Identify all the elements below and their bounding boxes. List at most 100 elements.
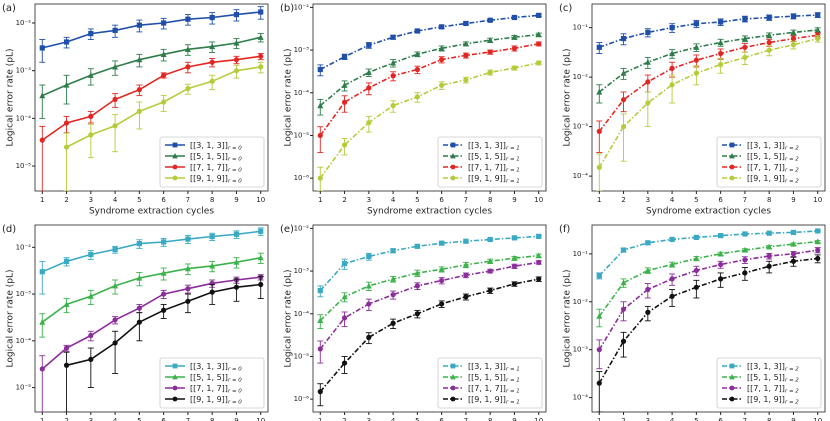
legend-box [437, 357, 543, 409]
plot-frame [34, 224, 269, 413]
legend-box [716, 357, 822, 409]
x-tick-label: 7 [186, 417, 190, 421]
plot-frame [312, 224, 547, 413]
marker [815, 35, 821, 42]
legend-name: [[5, 1, 5]] [190, 152, 228, 161]
y-tick-label: 10⁻⁵ [16, 162, 32, 170]
marker [729, 142, 735, 148]
x-axis-label: Syndrome extraction cycles [646, 207, 771, 217]
legend-subscript: r = 0 [228, 145, 242, 151]
legend-name: [[7, 1, 7]] [468, 384, 506, 393]
legend-label: [[9, 1, 9]]r = 1 [468, 395, 520, 406]
marker [341, 142, 348, 148]
marker [258, 228, 264, 234]
plot-area [596, 12, 821, 191]
marker [87, 72, 94, 78]
series-line [319, 235, 539, 292]
y-tick-label: 10⁻² [573, 298, 589, 306]
marker [511, 65, 518, 71]
plot-frame [34, 3, 269, 192]
legend-label: [[3, 1, 3]]r = 0 [190, 141, 242, 152]
legend-label: [[5, 1, 5]]r = 2 [747, 373, 799, 384]
x-tick-label: 3 [367, 417, 371, 421]
x-tick-label: 3 [646, 417, 650, 421]
x-tick-label: 5 [137, 417, 141, 421]
marker [742, 231, 748, 237]
marker [693, 57, 699, 63]
marker [414, 269, 421, 276]
marker [693, 234, 699, 241]
marker [511, 263, 518, 269]
marker [341, 54, 348, 60]
plot-frame [312, 3, 547, 192]
series-line [41, 36, 261, 97]
marker [463, 77, 469, 83]
x-tick-label: 6 [161, 417, 166, 421]
marker [536, 60, 542, 66]
plot-area [596, 228, 821, 412]
marker [136, 108, 142, 114]
marker [669, 25, 675, 31]
x-tick-label: 2 [64, 196, 68, 204]
plot-area [39, 227, 264, 412]
marker [366, 301, 372, 307]
marker [209, 262, 216, 269]
marker [88, 356, 94, 363]
series-line [598, 240, 818, 317]
series-line [319, 254, 539, 321]
series-line [41, 230, 261, 273]
marker [718, 61, 724, 68]
marker [645, 286, 651, 293]
legend-name: [[5, 1, 5]] [747, 373, 785, 382]
legend-subscript: r = 2 [785, 178, 799, 184]
x-tick-label: 9 [234, 196, 238, 204]
legend-subscript: r = 2 [785, 388, 799, 394]
marker [814, 26, 821, 33]
x-tick-label: 5 [694, 417, 698, 421]
marker [536, 41, 542, 47]
marker [814, 238, 821, 245]
y-tick-label: 10⁻¹ [573, 24, 589, 32]
marker [766, 47, 772, 53]
marker [693, 255, 700, 262]
x-tick-label: 3 [367, 196, 371, 204]
marker [257, 254, 264, 261]
marker [63, 39, 70, 45]
x-tick-label: 5 [694, 196, 698, 204]
legend-label: [[9, 1, 9]]r = 0 [190, 395, 242, 406]
marker [693, 267, 699, 274]
marker [439, 240, 445, 246]
marker [718, 233, 724, 239]
marker [172, 385, 178, 391]
marker [438, 45, 445, 51]
marker [645, 309, 651, 315]
panel-label: (e) [280, 224, 294, 235]
marker [63, 258, 70, 264]
legend-box [437, 136, 543, 188]
y-tick-label: 10⁻⁵ [294, 131, 310, 139]
marker [729, 363, 735, 369]
marker [317, 287, 323, 294]
x-tick-label: 6 [718, 417, 723, 421]
marker [258, 53, 264, 59]
marker [463, 294, 469, 300]
marker [463, 52, 469, 59]
y-tick-label: 10⁻² [16, 243, 32, 251]
marker [185, 64, 191, 70]
legend-label: [[7, 1, 7]]r = 2 [747, 384, 799, 395]
series-line [319, 33, 539, 107]
marker [172, 164, 178, 170]
x-tick-label: 5 [415, 196, 419, 204]
x-tick-label: 4 [113, 196, 118, 204]
marker [233, 68, 240, 74]
legend-label: [[5, 1, 5]]r = 1 [468, 373, 520, 384]
marker [341, 360, 348, 366]
x-tick-label: 2 [621, 417, 625, 421]
marker [341, 82, 348, 88]
marker [112, 317, 118, 323]
legend-subscript: r = 2 [785, 399, 799, 405]
marker [88, 132, 94, 138]
legend-name: [[3, 1, 3]] [747, 362, 785, 371]
x-axis-label: Syndrome extraction cycles [367, 207, 492, 217]
